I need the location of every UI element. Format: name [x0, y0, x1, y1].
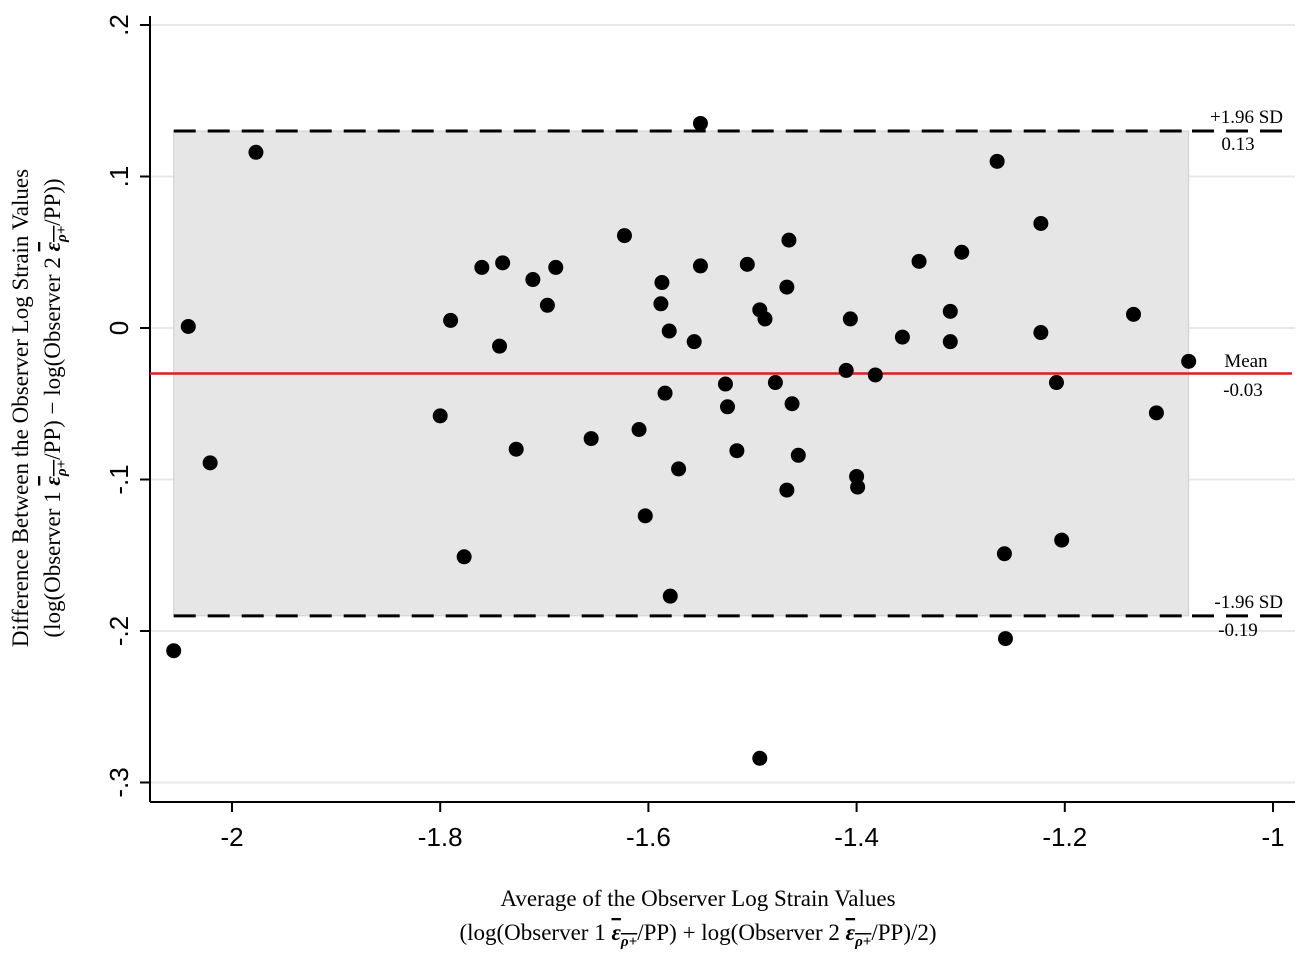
- data-point: [779, 279, 795, 295]
- data-point: [781, 232, 797, 248]
- data-point: [942, 303, 958, 319]
- data-point: [662, 588, 678, 604]
- data-point: [654, 275, 670, 291]
- data-point: [717, 376, 733, 392]
- data-point: [767, 375, 783, 391]
- y-axis-title-line2: (log(Observer 1 ερ+/PP) − log(Observer 2…: [40, 178, 70, 637]
- axis-ticks: -2 -1.8 -1.6 -1.4 -1.2 -1 -.3 -.2 -.1 0 .1 .2: [104, 14, 1285, 852]
- data-point: [784, 396, 800, 412]
- data-point: [692, 115, 708, 131]
- data-point: [842, 311, 858, 327]
- x-axis-title-line1: Average of the Observer Log Strain Value…: [500, 886, 895, 911]
- data-point: [474, 259, 490, 275]
- data-point: [548, 259, 564, 275]
- data-point: [692, 258, 708, 274]
- data-point: [686, 334, 702, 350]
- data-point: [248, 144, 264, 160]
- data-point: [631, 422, 647, 438]
- data-point: [1033, 325, 1049, 341]
- x-tick-label: -1: [1261, 822, 1284, 852]
- mean-label: Mean: [1224, 351, 1268, 372]
- lower-limit-value: -0.19: [1218, 620, 1258, 641]
- data-point: [671, 461, 687, 477]
- data-point: [996, 546, 1012, 562]
- data-point: [779, 482, 795, 498]
- y-tick-label: .1: [104, 166, 134, 188]
- y-tick-label: -.3: [104, 767, 134, 797]
- x-axis-title-line2: (log(Observer 1 ερ+/PP) + log(Observer 2…: [459, 920, 936, 950]
- y-tick-label: 0: [104, 321, 134, 335]
- data-point: [1181, 353, 1197, 369]
- data-point: [495, 255, 511, 271]
- x-tick-label: -1.2: [1042, 822, 1087, 852]
- data-point: [525, 272, 541, 288]
- upper-limit-label: +1.96 SD: [1210, 107, 1283, 128]
- data-point: [997, 631, 1013, 647]
- data-point: [443, 312, 459, 328]
- data-point: [720, 399, 736, 415]
- y-tick-label: -.2: [104, 616, 134, 646]
- data-point: [850, 479, 866, 495]
- mean-value: -0.03: [1223, 380, 1263, 401]
- data-point: [867, 367, 883, 383]
- y-tick-label: -.1: [104, 464, 134, 494]
- data-point: [1048, 375, 1064, 391]
- data-point: [508, 441, 524, 457]
- data-point: [1126, 306, 1142, 322]
- data-point: [757, 311, 773, 327]
- y-axis-title-line1: Difference Between the Observer Log Stra…: [8, 169, 33, 647]
- data-point: [202, 455, 218, 471]
- x-tick-label: -2: [220, 822, 243, 852]
- data-point: [790, 447, 806, 463]
- data-point: [911, 253, 927, 269]
- data-point: [616, 228, 632, 244]
- data-point: [166, 643, 182, 659]
- data-point: [752, 750, 768, 766]
- data-points: [166, 115, 1197, 766]
- data-point: [180, 318, 196, 334]
- data-point: [539, 297, 555, 313]
- data-point: [1033, 215, 1049, 231]
- data-point: [661, 323, 677, 339]
- x-tick-label: -1.6: [626, 822, 671, 852]
- x-tick-label: -1.8: [418, 822, 463, 852]
- y-tick-label: .2: [104, 14, 134, 36]
- data-point: [989, 153, 1005, 169]
- data-point: [954, 244, 970, 260]
- data-point: [1054, 532, 1070, 548]
- data-point: [653, 296, 669, 312]
- upper-limit-value: 0.13: [1221, 134, 1254, 155]
- data-point: [739, 256, 755, 272]
- data-point: [637, 508, 653, 524]
- data-point: [729, 443, 745, 459]
- data-point: [942, 334, 958, 350]
- lower-limit-label: -1.96 SD: [1214, 592, 1283, 613]
- data-point: [838, 362, 854, 378]
- data-point: [456, 549, 472, 565]
- x-tick-label: -1.4: [834, 822, 879, 852]
- data-point: [492, 338, 508, 354]
- data-point: [894, 329, 910, 345]
- data-point: [432, 408, 448, 424]
- data-point: [1148, 405, 1164, 421]
- data-point: [583, 431, 599, 447]
- data-point: [657, 385, 673, 401]
